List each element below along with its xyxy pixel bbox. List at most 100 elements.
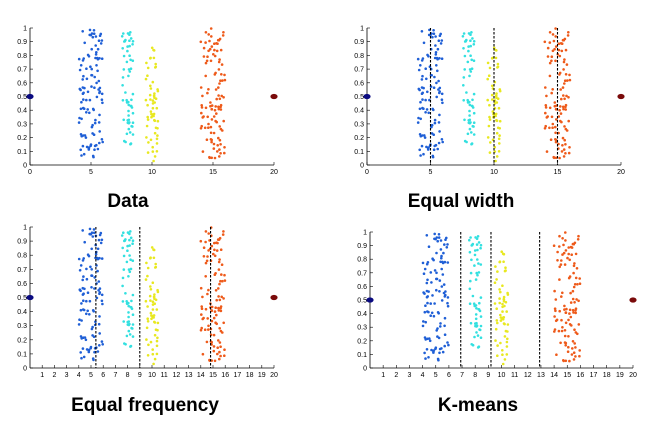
data-point-cluster-1 (90, 327, 94, 331)
data-point-cluster-4 (218, 148, 221, 151)
data-point-cluster-4 (209, 138, 213, 141)
data-point-cluster-4 (212, 53, 215, 56)
data-point-cluster-3 (153, 155, 157, 158)
y-tick-label: 0 (23, 366, 27, 373)
data-point-cluster-1 (434, 35, 437, 38)
data-point-cluster-4 (214, 71, 217, 75)
data-point-cluster-4 (218, 138, 222, 142)
data-point-cluster-3 (491, 98, 494, 101)
data-point-cluster-4 (218, 258, 221, 261)
data-point-cluster-4 (559, 105, 562, 108)
data-point-cluster-1 (439, 260, 442, 264)
data-point-cluster-1 (101, 140, 104, 144)
data-point-cluster-4 (553, 315, 556, 318)
data-point-cluster-1 (446, 301, 449, 305)
data-point-cluster-1 (84, 338, 88, 342)
data-point-cluster-1 (93, 350, 96, 354)
data-point-cluster-4 (222, 321, 225, 325)
data-point-cluster-1 (82, 275, 85, 278)
data-point-cluster-4 (217, 86, 220, 89)
data-point-cluster-2 (129, 345, 132, 348)
data-point-cluster-1 (433, 144, 437, 148)
data-point-cluster-4 (217, 94, 220, 97)
data-point-cluster-3 (495, 118, 498, 122)
data-point-cluster-3 (146, 74, 149, 77)
y-tick-label: 0.5 (17, 295, 27, 302)
data-point-cluster-1 (438, 279, 442, 282)
data-point-cluster-4 (215, 120, 218, 124)
data-point-cluster-2 (121, 276, 125, 280)
data-point-cluster-4 (207, 126, 210, 129)
data-point-cluster-1 (421, 324, 425, 328)
data-point-cluster-4 (200, 124, 203, 128)
data-point-cluster-1 (78, 318, 81, 322)
data-point-cluster-1 (93, 287, 96, 290)
outlier-point-right (617, 93, 625, 100)
data-point-cluster-4 (206, 115, 209, 119)
data-point-cluster-4 (554, 156, 558, 160)
data-point-cluster-4 (567, 318, 570, 322)
data-point-cluster-1 (92, 32, 96, 35)
data-point-cluster-4 (204, 106, 208, 110)
data-point-cluster-2 (475, 331, 478, 334)
data-point-cluster-3 (151, 145, 154, 149)
data-point-cluster-4 (209, 101, 212, 104)
data-point-cluster-3 (501, 353, 504, 357)
data-point-cluster-1 (90, 231, 94, 234)
data-point-cluster-4 (218, 298, 222, 302)
data-point-cluster-1 (77, 323, 81, 326)
data-point-cluster-1 (83, 240, 86, 244)
data-point-cluster-2 (468, 302, 472, 306)
data-point-cluster-2 (124, 238, 127, 241)
data-point-cluster-4 (210, 244, 214, 248)
data-point-cluster-4 (573, 283, 577, 286)
data-point-cluster-4 (559, 88, 562, 91)
data-point-cluster-1 (85, 299, 88, 303)
data-point-cluster-3 (151, 106, 155, 110)
data-point-cluster-4 (217, 238, 221, 241)
data-point-cluster-1 (416, 121, 420, 124)
data-point-cluster-4 (550, 55, 554, 58)
data-point-cluster-3 (501, 362, 505, 366)
data-point-cluster-1 (93, 121, 97, 125)
data-point-cluster-3 (152, 248, 155, 251)
data-point-cluster-4 (201, 295, 204, 299)
data-point-cluster-4 (563, 97, 566, 101)
data-point-cluster-1 (436, 69, 439, 73)
data-point-cluster-1 (80, 100, 83, 104)
data-point-cluster-3 (156, 119, 160, 123)
data-point-cluster-1 (418, 148, 422, 152)
data-point-cluster-1 (100, 299, 104, 303)
data-point-cluster-4 (558, 309, 561, 313)
data-point-cluster-4 (223, 279, 227, 282)
data-point-cluster-1 (440, 92, 444, 96)
data-point-cluster-2 (470, 67, 474, 70)
data-point-cluster-1 (446, 341, 449, 344)
data-point-cluster-4 (217, 39, 221, 42)
data-point-cluster-2 (466, 101, 470, 104)
data-point-cluster-4 (210, 35, 213, 38)
data-point-cluster-4 (207, 288, 210, 292)
data-point-cluster-1 (425, 295, 429, 299)
data-point-cluster-2 (470, 131, 473, 134)
data-point-cluster-3 (501, 310, 504, 313)
data-point-cluster-2 (125, 260, 129, 264)
data-point-cluster-1 (90, 67, 93, 71)
data-point-cluster-2 (122, 54, 126, 58)
data-point-cluster-3 (505, 353, 509, 356)
data-point-cluster-4 (578, 282, 582, 286)
data-point-cluster-2 (129, 267, 133, 271)
data-point-cluster-1 (97, 322, 101, 326)
data-point-cluster-4 (218, 58, 221, 61)
y-tick-label: 0.3 (357, 325, 367, 332)
data-point-cluster-3 (146, 320, 150, 323)
data-point-cluster-4 (571, 308, 575, 312)
data-point-cluster-2 (131, 259, 135, 263)
data-point-cluster-4 (216, 346, 219, 350)
data-point-cluster-1 (425, 77, 428, 81)
data-point-cluster-1 (90, 125, 94, 129)
data-point-cluster-1 (439, 239, 443, 242)
data-point-cluster-2 (476, 346, 480, 349)
data-point-cluster-1 (93, 86, 96, 89)
data-point-cluster-1 (438, 57, 441, 60)
